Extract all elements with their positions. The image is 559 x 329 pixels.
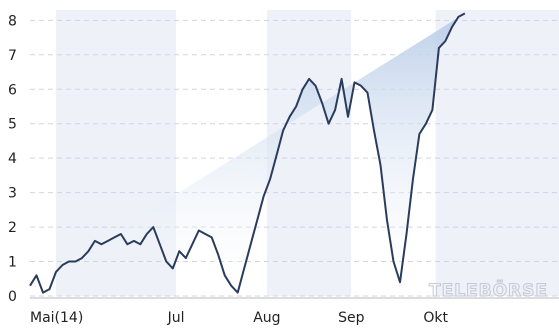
x-tick-labels: Mai(14) Jul Aug Sep Okt [30,310,448,326]
x-tick-label: Okt [423,310,448,326]
y-tick-label: 6 [8,82,17,98]
month-band [55,10,177,296]
series-line [29,12,466,294]
y-tick-label: 4 [8,151,17,167]
month-band [266,10,352,296]
grid-lines [30,19,559,297]
y-tick-label: 1 [8,255,17,271]
y-tick-label: 8 [8,13,17,29]
x-tick-label: Aug [253,310,280,326]
month-bands [55,10,559,296]
x-tick-label: Jul [167,310,185,326]
x-tick-label: Sep [338,310,365,326]
y-tick-label: 3 [8,186,17,202]
y-tick-label: 0 [8,289,17,305]
x-tick-label: Mai(14) [30,310,83,326]
y-tick-labels: 0 1 2 3 4 5 6 7 8 [8,13,17,305]
y-tick-label: 5 [8,117,17,133]
y-tick-label: 2 [8,220,17,236]
y-tick-label: 7 [8,48,17,64]
month-band [435,10,559,296]
watermark-text: TELEBÖRSE [429,279,548,301]
